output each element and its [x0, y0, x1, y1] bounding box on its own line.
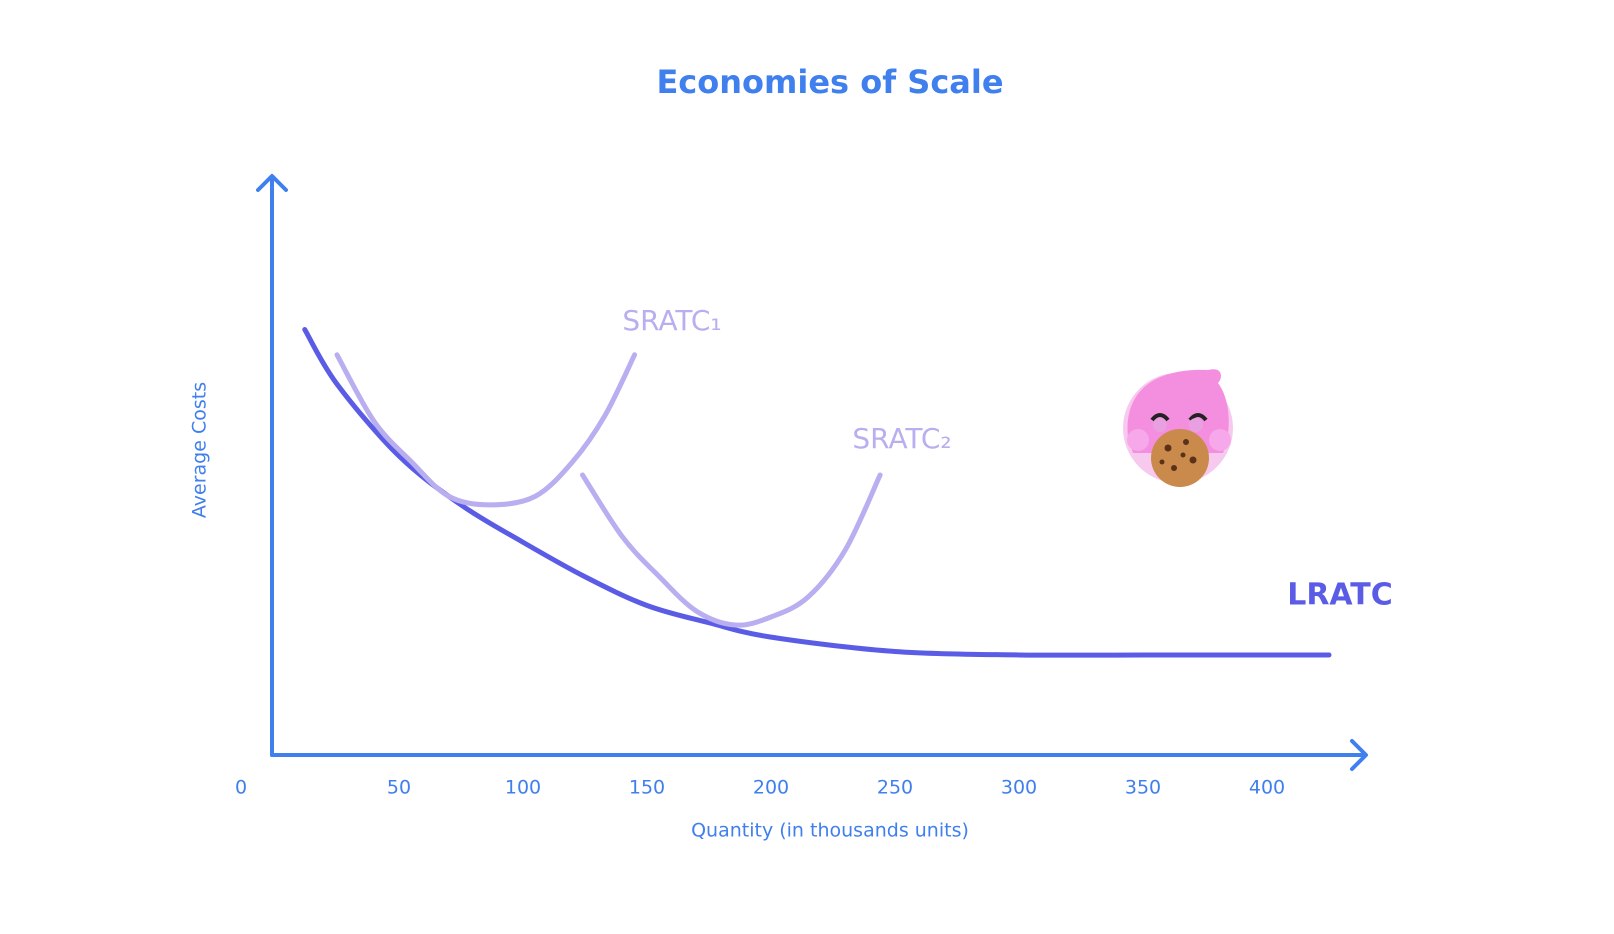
cookie [1151, 429, 1209, 487]
x-tick-label: 250 [877, 777, 913, 799]
x-tick-label: 350 [1125, 777, 1161, 799]
x-tick-label: 50 [387, 777, 411, 799]
series-label: SRATC₁ [622, 304, 721, 337]
y-axis-label: Average Costs [189, 382, 211, 518]
x-tick-label: 200 [753, 777, 789, 799]
hand [1209, 429, 1231, 451]
line [580, 472, 883, 628]
head [1127, 369, 1229, 453]
axes [256, 174, 1368, 771]
cheek [1189, 418, 1203, 432]
series-label: LRATC [1287, 578, 1393, 613]
line [302, 327, 1332, 658]
x-tick-label: 150 [629, 777, 665, 799]
x-axis [270, 739, 1368, 771]
y-axis [256, 174, 288, 757]
cookie-character [1123, 369, 1233, 487]
chart-title: Economies of Scale [656, 63, 1003, 101]
chips [1159, 439, 1197, 471]
hand [1127, 429, 1149, 451]
x-tick-label: 400 [1249, 777, 1285, 799]
x-tick-label: 300 [1001, 777, 1037, 799]
x-tick-label: 100 [505, 777, 541, 799]
cheek [1153, 418, 1167, 432]
eyes [1150, 413, 1208, 422]
x-tick-label: 0 [235, 777, 247, 799]
line [334, 352, 638, 508]
series-label: SRATC₂ [852, 422, 951, 455]
x-axis-label: Quantity (in thousands units) [691, 820, 969, 842]
